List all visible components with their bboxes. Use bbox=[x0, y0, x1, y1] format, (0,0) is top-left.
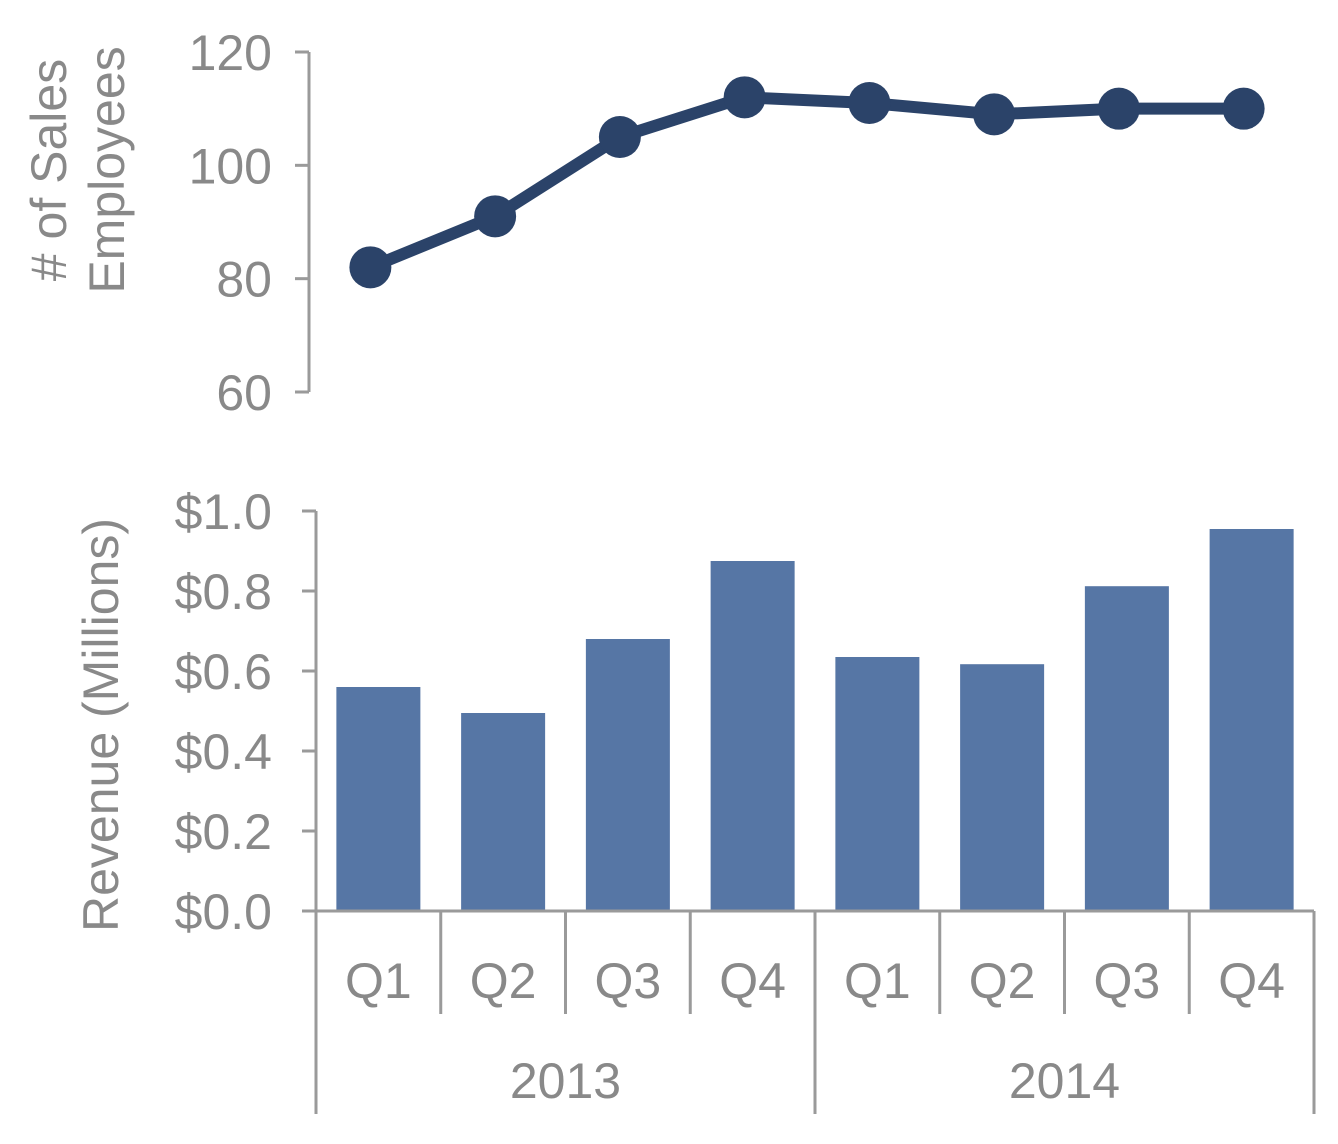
revenue-bar bbox=[1084, 586, 1169, 911]
revenue-bar bbox=[960, 664, 1045, 911]
revenue-bar bbox=[835, 657, 920, 911]
line-y-axis-title-line: Employees bbox=[79, 46, 135, 293]
employees-data-point bbox=[474, 195, 517, 238]
x-category-label: Q4 bbox=[1218, 953, 1285, 1009]
revenue-bar bbox=[1209, 529, 1294, 911]
line-y-tick-label: 60 bbox=[216, 365, 272, 421]
bar-y-tick-label: $0.8 bbox=[175, 564, 272, 620]
x-category-label: Q2 bbox=[969, 953, 1036, 1009]
revenue-bar bbox=[585, 639, 670, 911]
bar-y-tick-label: $0.0 bbox=[175, 884, 272, 940]
x-category-label: Q2 bbox=[470, 953, 537, 1009]
line-y-tick-label: 100 bbox=[189, 138, 272, 194]
x-group-label: 2014 bbox=[1009, 1053, 1120, 1109]
employees-data-point bbox=[723, 76, 766, 119]
bar-y-tick-label: $0.4 bbox=[175, 724, 272, 780]
x-category-label: Q4 bbox=[719, 953, 786, 1009]
employees-data-point bbox=[1097, 87, 1140, 130]
employees-data-point bbox=[598, 116, 641, 158]
employees-data-point bbox=[848, 82, 891, 124]
line-y-axis-title-line: # of Sales bbox=[21, 59, 77, 281]
revenue-bar bbox=[710, 561, 795, 911]
x-category-label: Q3 bbox=[1094, 953, 1161, 1009]
x-category-label: Q1 bbox=[844, 953, 911, 1009]
x-group-label: 2013 bbox=[510, 1053, 621, 1109]
bar-y-tick-label: $0.2 bbox=[175, 804, 272, 860]
revenue-bar bbox=[336, 687, 421, 911]
line-y-axis-title: # of SalesEmployees bbox=[21, 46, 135, 293]
employees-data-point bbox=[349, 246, 392, 289]
x-category-label: Q1 bbox=[345, 953, 412, 1009]
revenue-bar bbox=[461, 713, 546, 911]
bar-y-tick-label: $1.0 bbox=[175, 484, 272, 540]
bar-y-tick-label: $0.6 bbox=[175, 644, 272, 700]
bar-y-axis-title: Revenue (Millions) bbox=[73, 518, 129, 932]
employees-data-point bbox=[1222, 87, 1265, 130]
line-y-tick-label: 120 bbox=[189, 25, 272, 81]
line-y-tick-label: 80 bbox=[216, 252, 272, 308]
employees-line-chart: 60 80 100 120 # of SalesEmployees bbox=[21, 25, 1265, 421]
revenue-bar-chart: $0.0 $0.2 $0.4 $0.6 $0.8 $1.0 Revenue (Million… bbox=[73, 484, 1316, 1114]
x-category-label: Q3 bbox=[595, 953, 662, 1009]
employees-data-point bbox=[973, 93, 1016, 136]
